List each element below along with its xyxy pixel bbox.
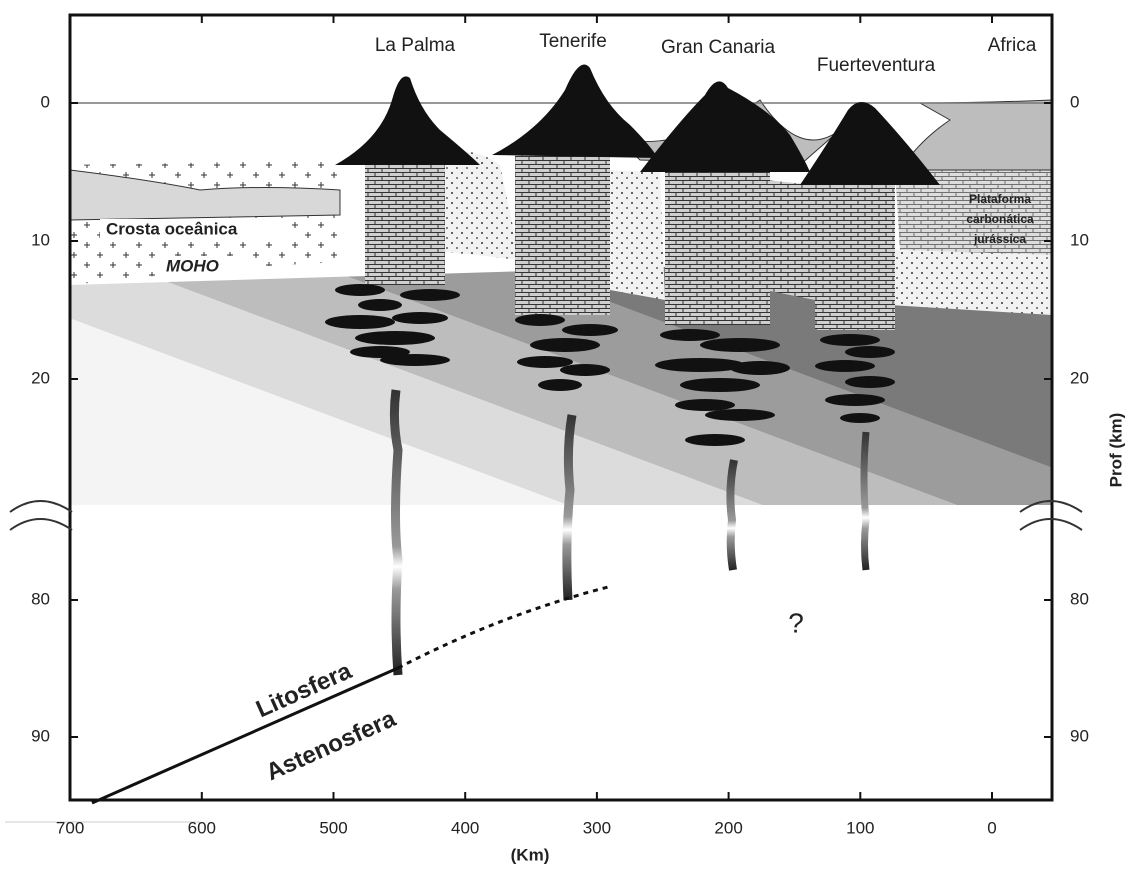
dike-complex bbox=[665, 168, 770, 325]
y-tick-label: 80 bbox=[1070, 589, 1089, 608]
x-tick-label: 200 bbox=[714, 818, 742, 837]
y-tick-label: 10 bbox=[1070, 230, 1089, 249]
unknown-label: ? bbox=[788, 607, 804, 638]
y-tick-label: 20 bbox=[31, 368, 50, 387]
lab-line bbox=[91, 666, 399, 805]
label-bg bbox=[155, 256, 247, 278]
y-axis-label: Prof (km) bbox=[1106, 413, 1125, 488]
conduit bbox=[562, 414, 577, 601]
moho-label: MOHO bbox=[166, 256, 219, 275]
island-label: Tenerife bbox=[539, 31, 607, 52]
conduit bbox=[860, 431, 870, 571]
dike-complex bbox=[815, 183, 895, 330]
sediment bbox=[765, 180, 815, 300]
x-tick-label: 0 bbox=[987, 818, 996, 837]
lab-line-inferred bbox=[397, 585, 609, 670]
y-tick-label: 20 bbox=[1070, 368, 1089, 387]
frame bbox=[68, 13, 1054, 802]
label-bg bbox=[100, 219, 285, 241]
pillow-lavas bbox=[69, 169, 341, 221]
x-axis-label: (Km) bbox=[511, 845, 550, 864]
volcano bbox=[335, 76, 480, 165]
y-tick-label: 90 bbox=[1070, 726, 1089, 745]
volcano bbox=[640, 81, 810, 172]
magma-bodies bbox=[325, 284, 895, 446]
y-tick-label: 80 bbox=[31, 589, 50, 608]
island-label: Fuerteventura bbox=[817, 55, 936, 76]
x-tick-label: 700 bbox=[56, 818, 84, 837]
x-tick-label: 600 bbox=[188, 818, 216, 837]
platform-label: Plataforma bbox=[969, 192, 1031, 206]
x-tick-label: 100 bbox=[846, 818, 874, 837]
island-label: Africa bbox=[988, 35, 1037, 56]
x-tick-label: 400 bbox=[451, 818, 479, 837]
carbonate-platform bbox=[895, 170, 1052, 255]
platform-label: jurássica bbox=[973, 232, 1026, 246]
conduit bbox=[726, 459, 738, 571]
y-tick-label: 90 bbox=[31, 726, 50, 745]
axis-break bbox=[9, 500, 1083, 531]
island-label: Gran Canaria bbox=[661, 37, 775, 58]
volcano bbox=[492, 64, 658, 158]
y-tick-label: 0 bbox=[41, 92, 50, 111]
dike-complex bbox=[365, 158, 445, 285]
volcano bbox=[800, 101, 940, 185]
y-tick-label: 10 bbox=[31, 230, 50, 249]
sediment bbox=[610, 170, 665, 300]
x-tick-label: 500 bbox=[319, 818, 347, 837]
platform-label: carbonática bbox=[966, 212, 1034, 226]
conduit bbox=[389, 389, 403, 676]
crust-label: Crosta oceânica bbox=[106, 219, 238, 238]
y-tick-label: 0 bbox=[1070, 92, 1079, 111]
clastic-wedge bbox=[890, 250, 1052, 315]
lower-section bbox=[70, 505, 1052, 800]
island-label: La Palma bbox=[375, 35, 456, 56]
africa-shelf bbox=[899, 99, 1053, 171]
x-tick-label: 300 bbox=[583, 818, 611, 837]
dike-complex bbox=[515, 155, 610, 315]
